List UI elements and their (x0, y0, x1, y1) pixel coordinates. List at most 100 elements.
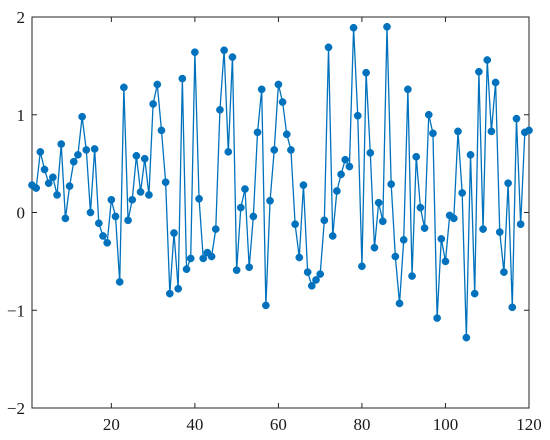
data-point (245, 263, 254, 272)
data-point (257, 85, 266, 94)
data-point (128, 195, 137, 204)
data-point (111, 212, 120, 221)
data-point (391, 252, 400, 261)
data-point (404, 85, 412, 94)
data-point (32, 184, 41, 192)
data-point (49, 173, 57, 182)
data-point (153, 80, 162, 89)
data-point (341, 155, 350, 164)
data-point (475, 67, 483, 76)
data-point (449, 214, 458, 223)
data-point (295, 253, 304, 262)
data-point (362, 68, 370, 77)
data-point (333, 187, 341, 195)
data-point (157, 126, 166, 135)
x-tick-label: 20 (103, 415, 120, 434)
data-point (57, 140, 66, 148)
data-point (366, 149, 375, 157)
data-point (44, 179, 53, 188)
data-point (487, 127, 496, 136)
y-tick-label: 0 (17, 204, 26, 223)
data-point (262, 301, 270, 310)
data-point (466, 150, 475, 159)
data-point (161, 178, 170, 187)
data-point (395, 299, 404, 308)
data-point (299, 181, 308, 189)
data-point (282, 130, 291, 139)
data-point (82, 146, 91, 154)
data-point (433, 314, 441, 322)
data-point (278, 98, 287, 106)
data-point (399, 236, 408, 244)
data-point (232, 266, 241, 275)
data-point (483, 56, 492, 64)
data-point (491, 78, 500, 87)
y-tick-label: −1 (7, 301, 25, 320)
y-tick-label: 2 (17, 8, 26, 27)
data-point (86, 208, 95, 217)
data-point (36, 148, 45, 156)
data-point (140, 154, 149, 163)
data-point (420, 224, 429, 232)
data-point (525, 126, 533, 135)
data-point (412, 152, 421, 161)
data-point (199, 254, 208, 263)
data-point (149, 100, 157, 108)
data-point (40, 165, 49, 174)
x-tick-label: 60 (270, 415, 287, 434)
x-tick-label: 40 (186, 415, 203, 434)
data-point (470, 289, 479, 298)
data-point (115, 278, 124, 286)
data-point (287, 146, 295, 154)
data-point (236, 203, 245, 212)
data-point (124, 216, 132, 225)
data-point (416, 203, 425, 212)
data-point (429, 129, 437, 138)
series-layer (28, 22, 533, 342)
data-point (216, 106, 224, 114)
data-point (303, 268, 312, 276)
x-tick-label: 80 (353, 415, 370, 434)
y-tick-label: 1 (17, 106, 26, 125)
data-point (441, 257, 450, 266)
data-point (324, 43, 333, 52)
data-point (186, 254, 195, 263)
data-point (220, 46, 228, 55)
data-point (78, 112, 86, 121)
data-point (353, 111, 362, 120)
ticks (32, 16, 530, 409)
data-point (437, 235, 446, 243)
data-point (374, 198, 383, 207)
data-point (241, 185, 249, 193)
data-point (424, 110, 433, 119)
tick-labels: 20 40 60 80 100 120 −2 −1 0 1 2 (7, 8, 542, 434)
data-point (495, 228, 504, 236)
data-point (378, 217, 387, 226)
data-point (132, 151, 141, 160)
data-point (320, 216, 329, 225)
data-point (462, 333, 471, 342)
data-point (249, 212, 258, 221)
x-tick-label: 120 (516, 415, 542, 434)
data-point (358, 262, 366, 271)
data-point (504, 179, 512, 188)
data-point (94, 219, 103, 228)
data-point (107, 195, 116, 204)
data-point (307, 281, 316, 290)
data-point (211, 225, 220, 233)
data-point (328, 232, 337, 240)
data-point (383, 22, 391, 31)
data-point (174, 284, 183, 293)
data-point (253, 128, 262, 137)
data-point (165, 289, 174, 298)
data-point (61, 214, 70, 223)
data-point (266, 196, 274, 205)
data-point (291, 220, 299, 229)
data-point (345, 162, 354, 171)
data-point (370, 243, 379, 252)
data-point (99, 232, 107, 240)
data-point (65, 182, 74, 190)
data-point (337, 170, 345, 179)
y-tick-label: −2 (7, 399, 25, 418)
